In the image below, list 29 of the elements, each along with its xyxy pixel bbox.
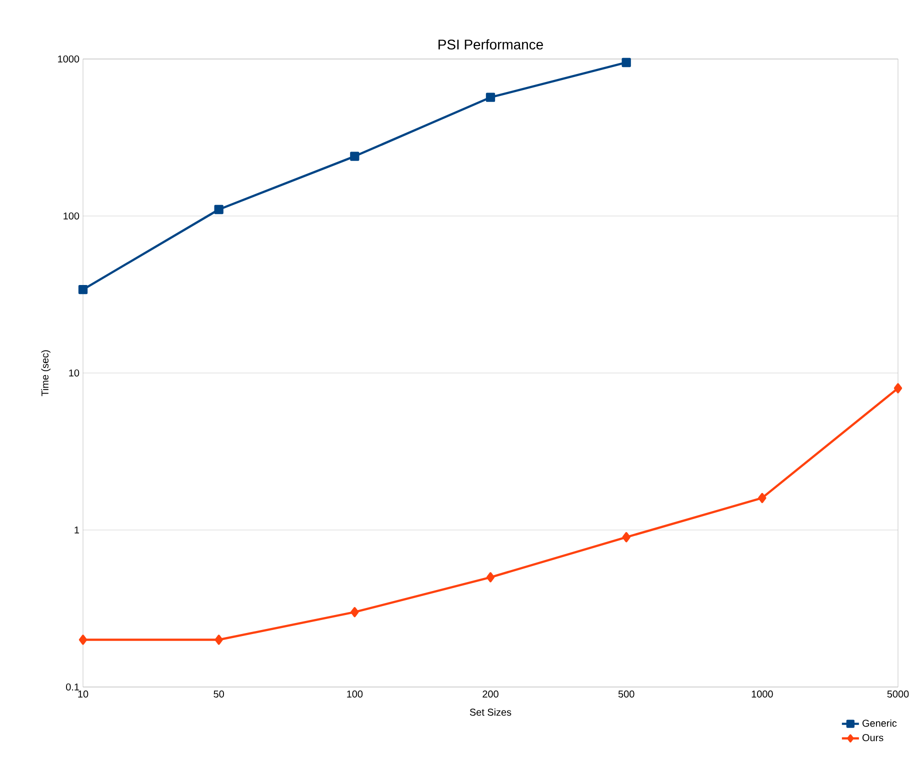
point xyxy=(214,204,224,214)
point xyxy=(350,607,359,618)
chart-title: PSI Performance xyxy=(438,39,543,50)
x-tick-label: 200 xyxy=(482,690,498,698)
x-tick-label: 10 xyxy=(78,690,88,698)
point xyxy=(350,152,360,161)
x-tick-label: 5000 xyxy=(887,690,909,698)
x-tick-label: 500 xyxy=(618,690,634,698)
y-axis-title: Time (sec) xyxy=(41,350,50,396)
legend-label: Ours xyxy=(862,734,884,742)
x-tick-label: 1000 xyxy=(752,690,773,698)
point xyxy=(758,492,766,504)
point xyxy=(78,634,88,645)
point xyxy=(78,284,88,294)
point xyxy=(894,383,902,394)
point xyxy=(622,532,630,542)
x-tick-label: 50 xyxy=(214,690,224,698)
x-axis-title: Set Sizes xyxy=(470,708,512,716)
legend-label: Generic xyxy=(862,719,897,727)
x-tick-label: 100 xyxy=(347,690,363,698)
y-tick-label: 100 xyxy=(64,212,80,220)
y-tick-label: 0.1 xyxy=(66,683,79,691)
y-tick-label: 1 xyxy=(74,526,79,534)
point xyxy=(214,634,223,645)
point xyxy=(622,58,631,68)
y-tick-label: 10 xyxy=(69,369,80,377)
point xyxy=(486,92,496,102)
point xyxy=(486,572,495,582)
y-tick-label: 1000 xyxy=(58,55,80,63)
